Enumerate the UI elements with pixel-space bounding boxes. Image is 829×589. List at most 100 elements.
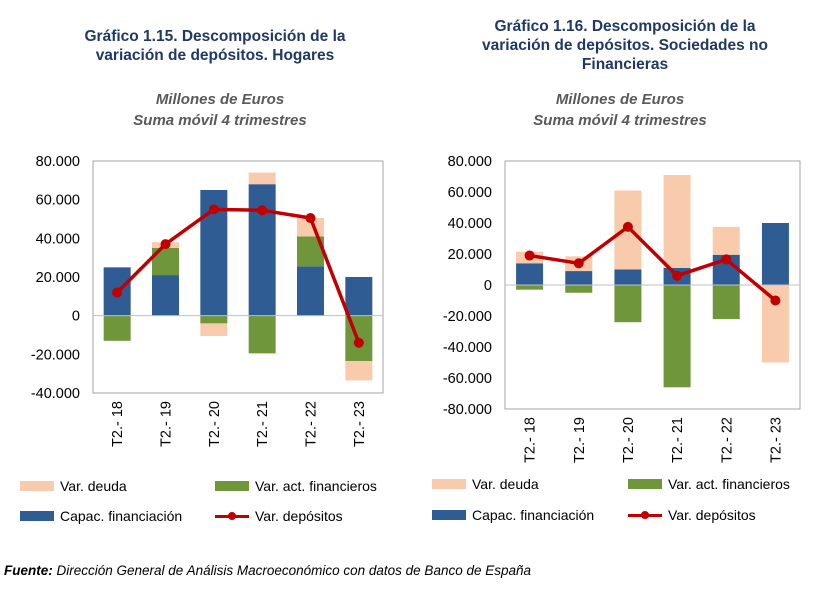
chart2-title-line: Gráfico 1.16. Descomposición de la (494, 18, 756, 35)
y-tick-label: 40.000 (36, 231, 80, 247)
y-tick-label: 0 (484, 278, 492, 294)
point-depositos (524, 250, 535, 261)
legend-item-capac: Capac. financiación (432, 507, 594, 523)
chart2-subtitle: Millones de Euros Suma móvil 4 trimestre… (430, 89, 810, 131)
bar-act (614, 285, 642, 323)
legend-item-deuda: Var. deuda (20, 478, 127, 494)
chart1-subtitle: Millones de Euros Suma móvil 4 trimestre… (30, 89, 410, 131)
bar-deuda (248, 172, 276, 185)
legend-swatch-deuda (432, 479, 466, 489)
chart2-subtitle-line: Suma móvil 4 trimestres (533, 112, 707, 129)
y-tick-label: 0 (72, 309, 80, 325)
point-depositos (208, 204, 219, 215)
plot-area (92, 160, 384, 394)
y-tick-label: 20.000 (36, 270, 80, 286)
bar-capac (345, 277, 373, 316)
x-tick-label: T2.- 21 (670, 417, 686, 463)
x-tick-label: T2.- 20 (621, 417, 637, 463)
bar-deuda (345, 361, 373, 381)
legend-label-deuda: Var. deuda (472, 476, 539, 492)
y-tick-label: -80.000 (443, 402, 492, 418)
y-tick-label: -20.000 (31, 347, 80, 363)
legend-item-deuda: Var. deuda (432, 476, 539, 492)
x-tick-label: T2.- 22 (304, 401, 320, 447)
source-label: Fuente: (4, 563, 53, 578)
legend-label-capac: Capac. financiación (60, 508, 183, 524)
bar-act (663, 285, 691, 388)
legend-swatch-deuda (20, 481, 54, 491)
bar-deuda (200, 323, 228, 336)
point-depositos (353, 337, 364, 348)
x-tick-label: T2.- 19 (159, 401, 175, 447)
bar-deuda (663, 174, 691, 268)
legend-swatch-depositos (628, 509, 662, 521)
x-tick-label: T2.- 23 (768, 417, 784, 463)
x-tick-label: T2.- 21 (255, 401, 271, 447)
x-tick-label: T2.- 20 (207, 401, 223, 447)
x-tick-label: T2.- 18 (523, 417, 539, 463)
legend-label-act: Var. act. financieros (255, 478, 377, 494)
y-tick-label: 80.000 (448, 154, 492, 170)
legend-label-depositos: Var. depósitos (255, 508, 343, 524)
legend-item-capac: Capac. financiación (20, 508, 182, 524)
chart2-subtitle-line: Millones de Euros (555, 91, 685, 108)
bar-act (565, 285, 593, 293)
bar-act (712, 285, 740, 320)
bar-act (516, 285, 544, 290)
legend-item-act: Var. act. financieros (215, 478, 377, 494)
chart2-title: Gráfico 1.16. Descomposición de la varia… (430, 17, 820, 74)
chart2-title-line: Financieras (581, 56, 669, 73)
legend-label-capac: Capac. financiación (472, 507, 595, 523)
bar-capac (297, 266, 324, 316)
y-tick-label: 60.000 (36, 193, 80, 209)
point-depositos (305, 213, 316, 224)
legend-swatch-capac (20, 511, 54, 521)
bar-capac (614, 269, 642, 285)
legend-swatch-act (215, 481, 249, 491)
bar-act (103, 315, 131, 341)
point-depositos (257, 205, 268, 216)
point-depositos (573, 258, 584, 269)
legend-swatch-capac (432, 510, 466, 520)
point-depositos (112, 287, 123, 298)
x-tick-label: T2.- 19 (572, 417, 588, 463)
line-depositos (529, 225, 777, 302)
source-note: Fuente: Dirección General de Análisis Ma… (4, 563, 531, 578)
x-tick-label: T2.- 18 (110, 401, 126, 447)
bar-capac (152, 275, 179, 316)
point-depositos (160, 239, 171, 250)
point-depositos (721, 254, 732, 265)
x-tick-label: T2.- 22 (719, 417, 735, 463)
chart1-title: Gráfico 1.15. Descomposición de la varia… (30, 27, 400, 65)
bar-act (200, 315, 228, 324)
y-tick-label: 40.000 (448, 216, 492, 232)
chart1-subtitle-line: Millones de Euros (155, 91, 285, 108)
point-depositos (672, 270, 683, 281)
chart2-title-line: variación de depósitos. Sociedades no (482, 37, 768, 54)
chart-sociedades: 80.000 60.000 40.000 20.000 0 -20.000 -40.000 -… (443, 154, 801, 463)
legend-label-act: Var. act. financieros (668, 476, 790, 492)
bar-capac (516, 263, 544, 285)
y-tick-label: -40.000 (31, 386, 80, 402)
chart1-title-line: variación de depósitos. Hogares (95, 47, 335, 64)
legend-label-deuda: Var. deuda (60, 478, 127, 494)
legend-swatch-depositos (215, 510, 249, 522)
legend-item-depositos: Var. depósitos (628, 507, 756, 523)
y-tick-label: 20.000 (448, 247, 492, 263)
chart1-title-line: Gráfico 1.15. Descomposición de la (84, 28, 346, 45)
point-depositos (622, 221, 633, 232)
y-tick-label: -40.000 (443, 340, 492, 356)
legend-swatch-act (628, 479, 662, 489)
x-tick-label: T2.- 23 (352, 401, 368, 447)
bar-deuda (712, 226, 740, 255)
source-text: Dirección General de Análisis Macroeconó… (52, 563, 532, 578)
chart-hogares: 80.000 60.000 40.000 20.000 0 -20.000 -40.000 T… (31, 154, 384, 447)
point-depositos (770, 295, 781, 306)
bar-act (248, 315, 276, 354)
y-tick-label: -60.000 (443, 371, 492, 387)
chart1-subtitle-line: Suma móvil 4 trimestres (133, 112, 307, 129)
bar-capac (565, 271, 593, 285)
bar-capac (761, 223, 789, 285)
y-tick-label: 60.000 (448, 185, 492, 201)
line-depositos (115, 207, 361, 344)
